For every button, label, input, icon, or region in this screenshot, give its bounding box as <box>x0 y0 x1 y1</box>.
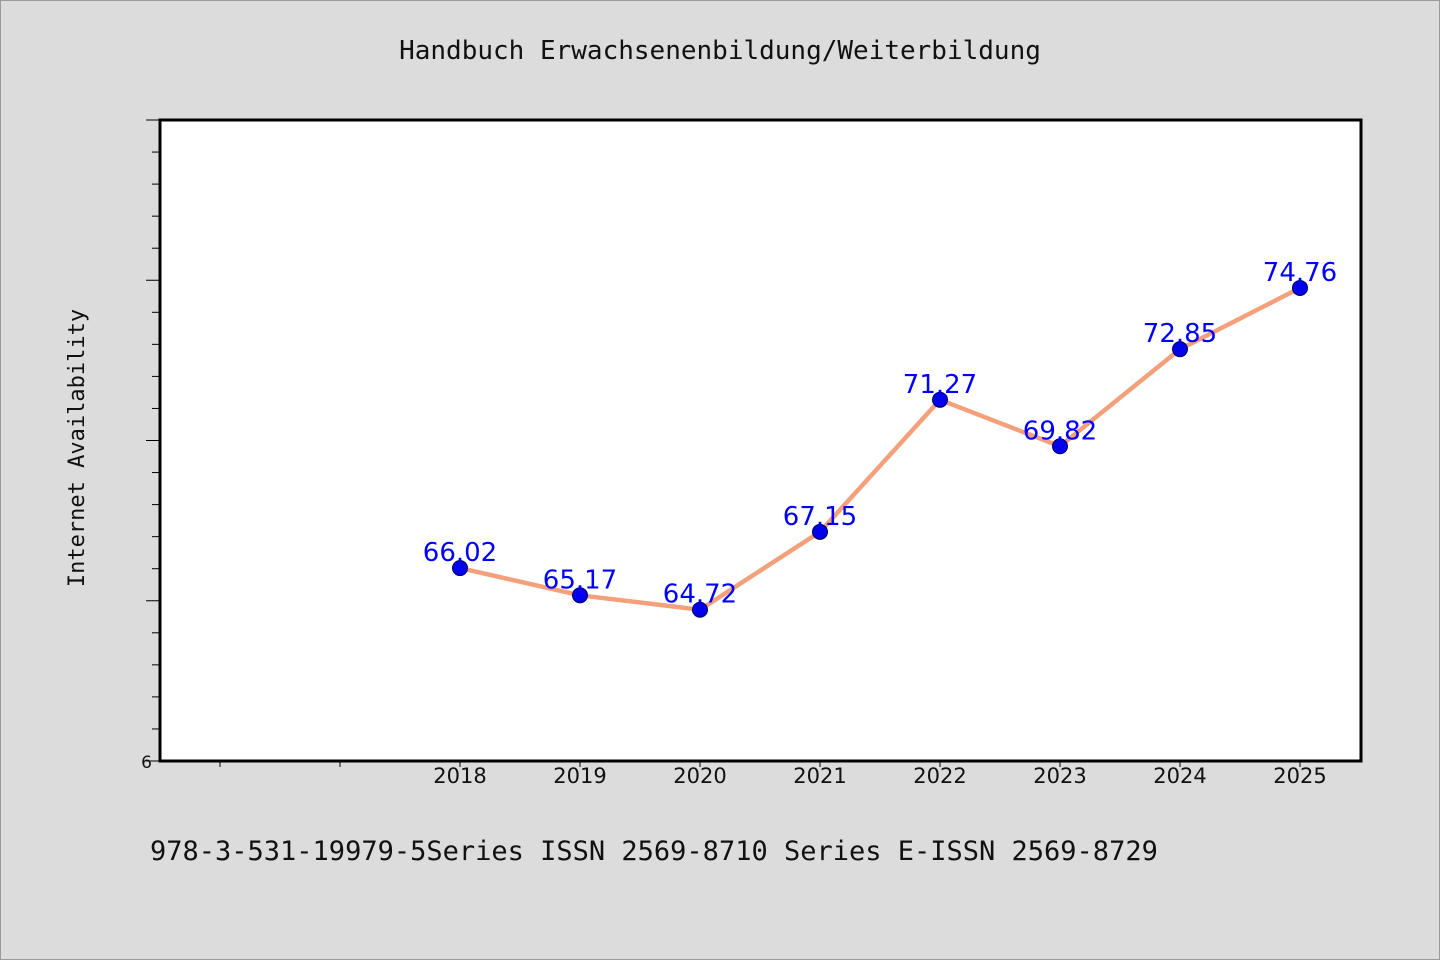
data-point <box>812 523 828 540</box>
data-label: 72.85 <box>1143 319 1217 349</box>
x-tick-label: 2025 <box>1273 764 1326 788</box>
data-label: 74.76 <box>1263 258 1337 288</box>
x-tick-label: 2018 <box>433 764 486 788</box>
data-point <box>572 587 588 604</box>
data-label: 69.82 <box>1023 416 1097 446</box>
x-tick-label: 2022 <box>913 764 966 788</box>
x-tick-label: 2019 <box>553 764 606 788</box>
chart-title: Handbuch Erwachsenenbildung/Weiterbildun… <box>399 36 1041 66</box>
series-line <box>457 285 1303 612</box>
data-point <box>1052 438 1068 455</box>
x-tick-label: 2023 <box>1033 764 1086 788</box>
data-label: 71.27 <box>903 370 977 400</box>
y-axis-label: Internet Availability <box>65 309 90 587</box>
footer-isbn-text: 978-3-531-19979-5Series ISSN 2569-8710 S… <box>150 836 1158 867</box>
series-layer <box>452 279 1308 618</box>
data-label: 66.02 <box>423 538 497 568</box>
data-point <box>1292 279 1308 296</box>
data-label: 67.15 <box>783 502 857 532</box>
data-point <box>1172 341 1188 358</box>
data-point <box>932 391 948 408</box>
x-axis-ticks: 2018 2019 2020 2021 2022 2023 2024 2025 <box>219 761 1327 788</box>
data-point <box>692 601 708 618</box>
x-tick-label: 2024 <box>1153 764 1206 788</box>
data-label: 65.17 <box>543 565 617 595</box>
x-tick-label: 2020 <box>673 764 726 788</box>
data-point <box>452 560 468 577</box>
data-label: 64.72 <box>663 580 737 610</box>
x-tick-label: 2021 <box>793 764 846 788</box>
plot-area <box>158 118 1363 763</box>
y-tick-label: 6 <box>141 753 152 773</box>
y-axis-ticks: 6 <box>141 119 160 773</box>
data-labels: 66.02 65.17 64.72 67.15 71.27 69.82 72.85 74.76 <box>423 258 1337 610</box>
